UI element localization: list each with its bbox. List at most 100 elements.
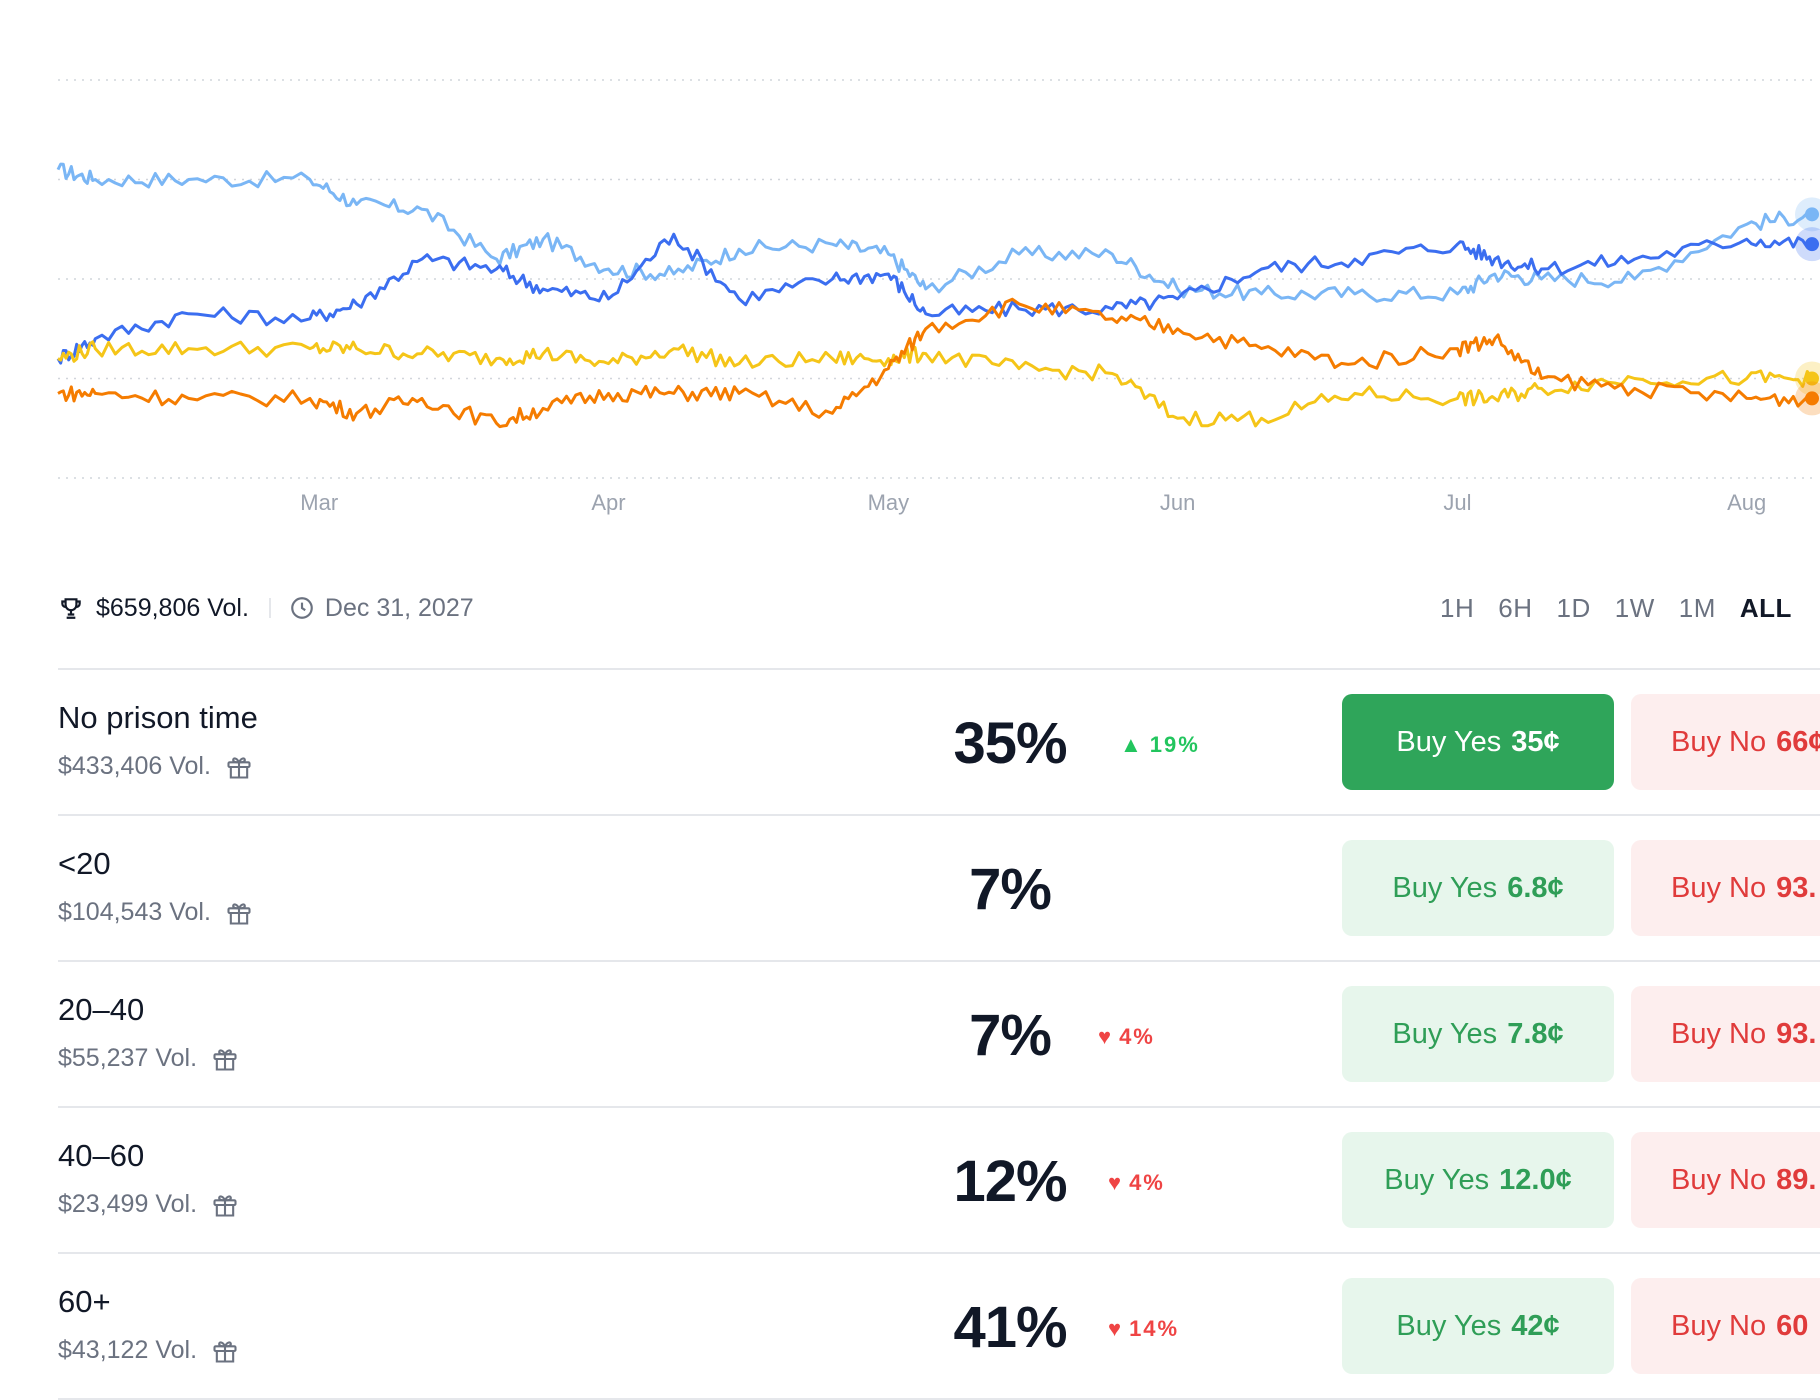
buy-no-price: 66¢ [1776, 725, 1820, 758]
outcome-name: 40–60 [58, 1138, 145, 1173]
buy-no-price: 93. [1776, 1017, 1817, 1050]
series-end-point [1805, 391, 1819, 406]
buy-yes-price: 35¢ [1511, 725, 1560, 758]
buy-no-price: 93. [1776, 871, 1817, 904]
heart-down-icon: ♥ [1108, 1316, 1124, 1341]
buy-no-price: 60 [1776, 1309, 1809, 1342]
series-end-point [1805, 371, 1819, 386]
buy-yes-button[interactable]: Buy Yes 42¢ [1342, 1278, 1614, 1374]
outcome-percent: 41% [953, 1295, 1067, 1360]
trophy-icon [58, 595, 84, 621]
gift-icon[interactable] [211, 1337, 239, 1365]
buy-yes-button[interactable]: Buy Yes 7.8¢ [1342, 986, 1614, 1082]
outcome-name: <20 [58, 846, 111, 881]
outcome-percent: 12% [953, 1149, 1067, 1214]
outcome-change: ♥ 14% [1108, 1316, 1179, 1342]
x-tick-label: May [868, 490, 910, 515]
outcome-change: ♥ 4% [1098, 1024, 1155, 1050]
buy-yes-price: 12.0¢ [1499, 1163, 1572, 1196]
outcome-volume-text: $55,237 Vol. [58, 1044, 198, 1072]
buy-yes-label: Buy Yes [1392, 871, 1498, 904]
outcome-change-text: 19% [1149, 732, 1200, 757]
outcome-volume-text: $43,122 Vol. [58, 1336, 198, 1364]
buy-yes-label: Buy Yes [1396, 725, 1502, 758]
buy-no-label: Buy No [1671, 725, 1767, 758]
end-date-text: Dec 31, 2027 [324, 593, 474, 622]
buy-yes-price: 42¢ [1511, 1309, 1560, 1342]
buy-no-button[interactable]: Buy No 89. [1631, 1132, 1820, 1228]
buy-no-button[interactable]: Buy No 93. [1631, 840, 1820, 936]
list-divider [58, 668, 1820, 670]
buy-no-label: Buy No [1671, 1163, 1767, 1196]
range-tab-1m[interactable]: 1M [1678, 592, 1716, 623]
range-tab-1h[interactable]: 1H [1440, 592, 1475, 623]
buy-yes-price: 6.8¢ [1507, 871, 1564, 904]
x-tick-label: Aug [1727, 490, 1766, 515]
total-volume: $659,806 Vol. [58, 594, 249, 623]
buy-yes-price: 7.8¢ [1507, 1017, 1564, 1050]
buy-no-label: Buy No [1671, 1309, 1767, 1342]
clock-icon [289, 595, 315, 621]
gift-icon[interactable] [211, 1045, 239, 1073]
series-end-point [1805, 237, 1819, 252]
outcome-volume-text: $23,499 Vol. [58, 1190, 198, 1218]
gift-icon[interactable] [211, 1191, 239, 1219]
chart-series-line [57, 340, 1814, 428]
outcome-percent: 35% [953, 711, 1067, 776]
buy-yes-button[interactable]: Buy Yes 35¢ [1342, 694, 1614, 790]
range-tab-all[interactable]: ALL [1739, 592, 1792, 623]
outcome-change-text: 4% [1119, 1024, 1155, 1049]
series-end-point [1805, 207, 1819, 222]
outcome-change: ▲ 19% [1120, 732, 1200, 758]
buy-no-button[interactable]: Buy No 60 [1631, 1278, 1820, 1374]
heart-down-icon: ♥ [1098, 1024, 1114, 1049]
market-meta-row: $659,806 Vol. Dec 31, 2027 1H 6H 1D 1W 1… [58, 588, 1820, 628]
chart-svg: Mar Apr May Jun Jul Aug [56, 79, 1820, 515]
buy-yes-label: Buy Yes [1392, 1017, 1498, 1050]
range-tab-1w[interactable]: 1W [1614, 592, 1655, 623]
chart-series-line [57, 297, 1813, 429]
x-tick-label: Apr [591, 490, 625, 515]
price-chart[interactable]: Mar Apr May Jun Jul Aug [0, 0, 1820, 530]
outcome-percent: 7% [969, 1003, 1052, 1068]
buy-no-button[interactable]: Buy No 93. [1631, 986, 1820, 1082]
outcome-row[interactable]: 60+ $43,122 Vol. 41% ♥ 14% Buy Yes 42¢ B [58, 1254, 1820, 1400]
outcome-name: No prison time [58, 700, 258, 735]
outcome-change-text: 14% [1129, 1316, 1180, 1341]
outcome-name: 60+ [58, 1284, 111, 1319]
gift-icon[interactable] [225, 753, 253, 781]
outcome-list: No prison time $433,406 Vol. 35% ▲ 19% B… [58, 668, 1820, 1400]
buy-yes-button[interactable]: Buy Yes 12.0¢ [1342, 1132, 1614, 1228]
buy-yes-label: Buy Yes [1396, 1309, 1502, 1342]
time-range-tabs: 1H 6H 1D 1W 1M ALL [1428, 588, 1820, 628]
range-tab-1d[interactable]: 1D [1556, 592, 1591, 623]
buy-yes-label: Buy Yes [1384, 1163, 1490, 1196]
x-tick-label: Jul [1443, 490, 1471, 515]
total-volume-text: $659,806 Vol. [96, 593, 249, 622]
end-date: Dec 31, 2027 [289, 594, 474, 623]
outcome-volume: $43,122 Vol. [58, 1336, 239, 1365]
outcome-change-text: 4% [1129, 1170, 1165, 1195]
chart-series-line [56, 232, 1813, 365]
gift-icon[interactable] [225, 899, 253, 927]
outcome-row[interactable]: <20 $104,543 Vol. 7% Buy Yes 6.8¢ Buy No 9… [58, 816, 1820, 962]
triangle-up-icon: ▲ [1120, 732, 1144, 757]
range-tab-6h[interactable]: 6H [1498, 592, 1533, 623]
outcome-row[interactable]: 40–60 $23,499 Vol. 12% ♥ 4% Buy Yes 12.0¢ [58, 1108, 1820, 1254]
outcome-percent: 7% [969, 857, 1052, 922]
x-tick-label: Mar [300, 490, 338, 515]
outcome-volume: $55,237 Vol. [58, 1044, 239, 1073]
outcome-volume-text: $433,406 Vol. [58, 752, 211, 780]
outcome-change: ♥ 4% [1108, 1170, 1165, 1196]
chart-series-line [56, 162, 1813, 303]
outcome-row[interactable]: 20–40 $55,237 Vol. 7% ♥ 4% Buy Yes 7.8¢ [58, 962, 1820, 1108]
outcome-volume: $104,543 Vol. [58, 898, 253, 927]
outcome-volume-text: $104,543 Vol. [58, 898, 211, 926]
buy-no-price: 89. [1776, 1163, 1817, 1196]
outcome-volume: $23,499 Vol. [58, 1190, 239, 1219]
buy-yes-button[interactable]: Buy Yes 6.8¢ [1342, 840, 1614, 936]
x-tick-label: Jun [1160, 490, 1195, 515]
buy-no-button[interactable]: Buy No 66¢ [1631, 694, 1820, 790]
outcome-row[interactable]: No prison time $433,406 Vol. 35% ▲ 19% B… [58, 670, 1820, 816]
